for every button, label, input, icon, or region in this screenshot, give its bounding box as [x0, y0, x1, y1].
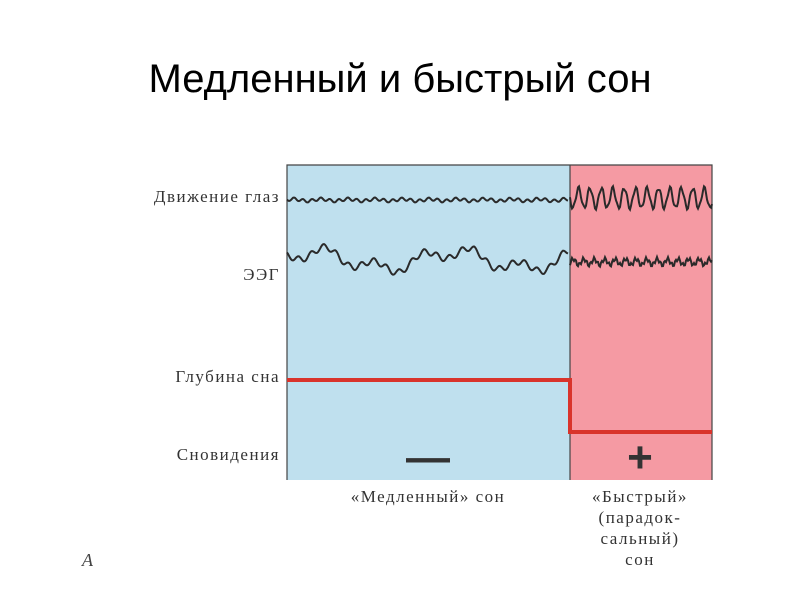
- row-label: Сновидения: [177, 445, 280, 464]
- column-label: «Медленный» сон: [351, 487, 506, 506]
- sleep-depth-line: [287, 378, 712, 434]
- slow-sleep-panel: [287, 165, 570, 480]
- eye-trace-rapid: [569, 184, 713, 213]
- column-label: (парадок-: [599, 508, 682, 527]
- rapid-sleep-panel: [570, 165, 712, 480]
- column-label: «Быстрый»: [592, 487, 688, 506]
- eeg-trace-slow: [286, 243, 569, 276]
- figure-letter: А: [81, 550, 94, 570]
- row-label: Глубина сна: [175, 367, 280, 386]
- eye-trace-slow: [286, 196, 569, 204]
- row-label: Движение глаз: [154, 187, 280, 206]
- labels: Движение глаз ЭЭГ Глубина сна Сновидения «Ме…: [154, 187, 688, 569]
- column-label: сон: [625, 550, 655, 569]
- column-label: сальный): [601, 529, 680, 548]
- row-label: ЭЭГ: [243, 265, 280, 284]
- signal-traces: [286, 184, 713, 276]
- dream-sign: +: [627, 433, 653, 482]
- dream-sign: —: [406, 433, 450, 482]
- eeg-trace-rapid: [569, 254, 713, 269]
- slide-title: Медленный и быстрый сон: [148, 57, 651, 101]
